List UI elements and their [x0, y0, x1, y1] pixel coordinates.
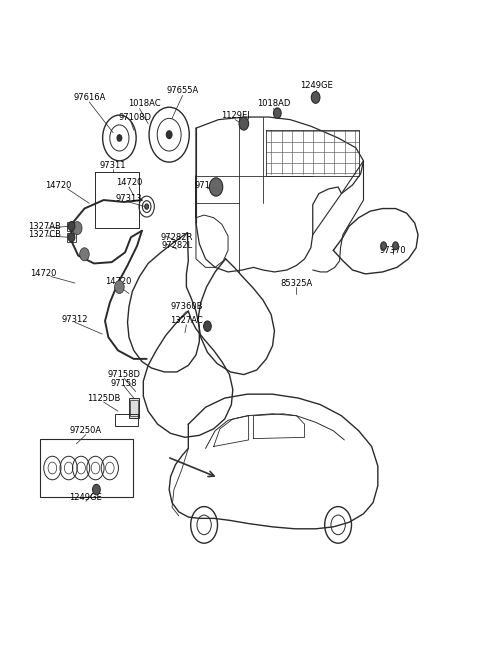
- Text: 97655A: 97655A: [167, 86, 199, 96]
- Text: 97616A: 97616A: [73, 93, 106, 102]
- Text: 97108D: 97108D: [118, 113, 151, 122]
- Text: 1327AB: 1327AB: [28, 221, 61, 231]
- Text: 1018AC: 1018AC: [128, 100, 161, 109]
- Bar: [40, 439, 133, 497]
- Text: 1129EJ: 1129EJ: [221, 111, 250, 120]
- Text: 97282R: 97282R: [161, 233, 193, 242]
- Text: 97370: 97370: [380, 246, 407, 255]
- Text: 97158: 97158: [111, 379, 137, 388]
- Text: 14720: 14720: [105, 277, 131, 286]
- Text: 14720: 14720: [30, 269, 56, 278]
- Text: 1327AC: 1327AC: [170, 316, 203, 326]
- Text: 97312: 97312: [61, 315, 88, 324]
- Circle shape: [239, 117, 249, 130]
- Circle shape: [204, 321, 211, 331]
- Circle shape: [93, 484, 100, 495]
- Circle shape: [393, 242, 398, 250]
- Circle shape: [209, 178, 223, 196]
- Circle shape: [115, 280, 124, 293]
- Text: 1018AD: 1018AD: [257, 100, 290, 109]
- Text: 85325A: 85325A: [280, 278, 312, 288]
- Text: 97311: 97311: [100, 161, 126, 170]
- Text: 97360B: 97360B: [170, 302, 203, 311]
- Circle shape: [68, 221, 75, 231]
- Text: 1125DB: 1125DB: [87, 394, 120, 403]
- Circle shape: [166, 131, 172, 139]
- Circle shape: [68, 233, 75, 242]
- Bar: [67, 233, 76, 242]
- Text: 97193: 97193: [194, 181, 221, 189]
- Circle shape: [274, 108, 281, 119]
- Circle shape: [312, 92, 320, 103]
- Circle shape: [381, 242, 386, 250]
- Text: 97158D: 97158D: [108, 370, 141, 379]
- Bar: [131, 400, 138, 416]
- Circle shape: [145, 204, 149, 209]
- Circle shape: [72, 221, 82, 234]
- Bar: [129, 398, 140, 418]
- Text: 97313: 97313: [116, 194, 142, 202]
- Circle shape: [80, 248, 89, 261]
- Text: 1249GE: 1249GE: [70, 493, 102, 502]
- Text: 14720: 14720: [116, 178, 142, 187]
- Text: 97282L: 97282L: [161, 241, 192, 250]
- Text: 1327CB: 1327CB: [28, 230, 61, 239]
- Text: 14720: 14720: [45, 181, 72, 189]
- Text: 1249GE: 1249GE: [300, 81, 333, 90]
- Circle shape: [117, 135, 122, 141]
- Bar: [67, 221, 76, 231]
- Bar: [115, 414, 138, 426]
- Text: 97250A: 97250A: [70, 426, 102, 436]
